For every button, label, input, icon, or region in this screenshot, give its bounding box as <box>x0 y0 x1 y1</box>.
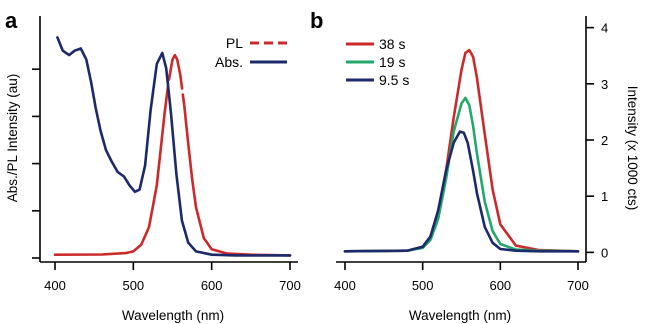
panel-a-y-label: Abs./PL Intensity (au) <box>5 74 20 203</box>
y-tick-label: 1 <box>601 189 608 204</box>
panel-a-x-label: Wavelength (nm) <box>122 308 224 323</box>
y-tick-label: 4 <box>601 21 608 36</box>
legend-b-9-5s-label: 9.5 s <box>379 72 409 88</box>
x-tick-label: 600 <box>489 278 511 293</box>
panel-b-letter: b <box>310 8 323 33</box>
panel-b-x-label: Wavelength (nm) <box>409 308 511 323</box>
x-tick-label: 700 <box>279 278 301 293</box>
panel-b-plot: 400 500 600 700 0 1 2 3 4 Wavelength (nm) Intens… <box>334 16 640 323</box>
series-line-abs <box>56 36 292 257</box>
x-tick-label: 400 <box>334 278 356 293</box>
x-tick-label: 600 <box>201 278 223 293</box>
y-tick-label: 0 <box>601 245 608 260</box>
y-tick-label: 3 <box>601 77 608 92</box>
legend-a-abs-label: Abs. <box>215 54 243 70</box>
series-line-19-s <box>343 96 580 253</box>
series-line-9-5-s <box>343 130 580 253</box>
panel-a-plot: 400 500 600 700 Wavelength (nm) Abs./PL Int… <box>5 16 301 323</box>
x-tick-label: 500 <box>122 278 144 293</box>
y-tick-label: 2 <box>601 133 608 148</box>
x-tick-label: 700 <box>567 278 589 293</box>
panel-a-letter: a <box>5 8 18 33</box>
panel-b-y-label: Intensity (x 1000 cts) <box>625 86 640 211</box>
x-tick-label: 500 <box>412 278 434 293</box>
legend-a-pl-label: PL <box>226 35 243 51</box>
series-line-pl <box>53 53 292 257</box>
legend-b-19s-label: 19 s <box>379 54 405 70</box>
legend-b-38s-label: 38 s <box>379 36 405 52</box>
x-tick-label: 400 <box>44 278 66 293</box>
